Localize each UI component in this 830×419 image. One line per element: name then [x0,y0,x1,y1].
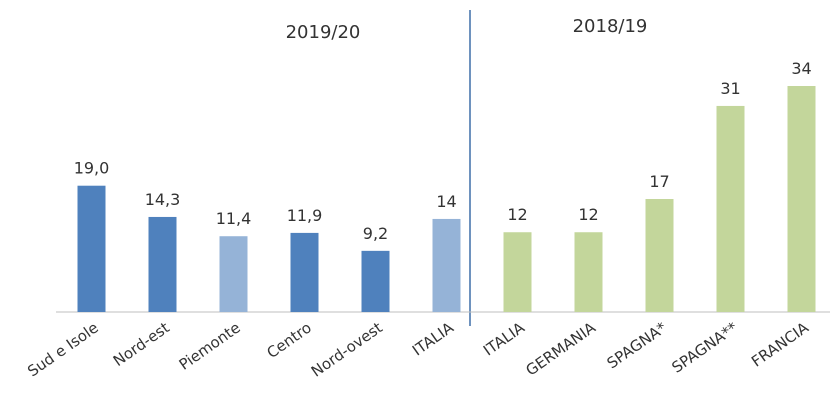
x-tick-label: Nord-est [110,318,173,370]
bar [77,185,106,312]
value-label: 34 [791,59,811,78]
x-tick-label: Nord-ovest [308,318,386,380]
value-label: 11,9 [287,206,323,225]
group-label: 2018/19 [573,16,648,37]
bar [503,232,532,312]
x-tick-label: Piemonte [176,319,244,374]
value-label: 17 [649,172,669,191]
x-tick-label: SPAGNA* [604,318,671,372]
bar [787,86,816,312]
value-label: 12 [507,205,527,224]
x-tick-label: Centro [263,319,314,362]
group-label: 2019/20 [286,22,361,43]
bar [716,105,745,312]
value-label: 9,2 [363,224,388,243]
value-label: 19,0 [74,159,110,178]
bar [432,218,461,312]
bar [645,199,674,312]
value-label: 11,4 [216,209,252,228]
bar [361,250,390,312]
x-tick-label: Sud e Isole [24,319,102,381]
value-label: 31 [720,79,740,98]
x-tick-label: ITALIA [480,318,528,359]
x-tick-label: SPAGNA** [668,318,741,376]
x-tick-label: FRANCIA [748,318,812,370]
bar [290,232,319,312]
value-label: 14,3 [145,190,181,209]
value-label: 14 [436,192,456,211]
bar [219,236,248,312]
x-tick-label: ITALIA [409,318,457,359]
bar [148,216,177,312]
value-label: 12 [578,205,598,224]
x-tick-label: GERMANIA [522,318,599,379]
bar [574,232,603,312]
